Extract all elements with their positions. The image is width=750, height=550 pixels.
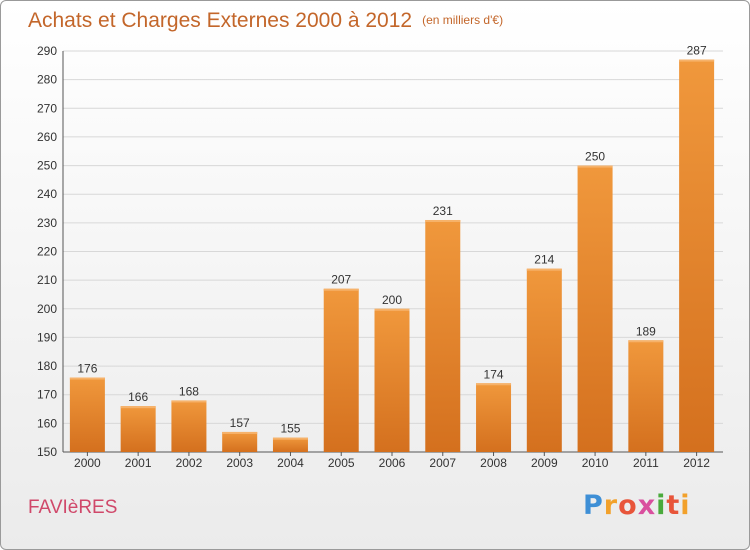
logo-letter: i	[656, 490, 667, 521]
logo-letter: r	[603, 490, 619, 521]
y-tick-label: 190	[37, 330, 57, 344]
bar-value-label: 207	[331, 273, 351, 287]
x-tick-label: 2001	[125, 456, 152, 470]
bar-value-label: 155	[280, 422, 300, 436]
y-tick-label: 230	[37, 216, 57, 230]
x-tick-label: 2006	[379, 456, 406, 470]
bar-top-highlight	[526, 268, 562, 271]
bar-value-label: 231	[433, 204, 453, 218]
bar-2005	[323, 288, 359, 452]
x-tick-label: 2003	[226, 456, 253, 470]
x-tick-label: 2010	[582, 456, 609, 470]
bar-2003	[222, 431, 258, 452]
bar-top-highlight	[374, 308, 410, 311]
chart-unit: (en milliers d'€)	[422, 13, 504, 27]
bar-value-label: 287	[687, 44, 707, 58]
y-tick-label: 150	[37, 445, 57, 459]
bar-2007	[425, 219, 461, 452]
bar-2000	[69, 377, 105, 452]
bar-value-label: 157	[230, 416, 250, 430]
bar-2002	[171, 400, 207, 452]
y-tick-label: 160	[37, 416, 57, 430]
bar-top-highlight	[425, 219, 461, 222]
logo-letter: P	[583, 490, 604, 521]
bar-value-label: 250	[585, 150, 605, 164]
logo-letter: o	[618, 490, 638, 521]
bar-top-highlight	[272, 437, 308, 440]
x-tick-label: 2011	[633, 456, 659, 470]
y-tick-label: 260	[37, 130, 57, 144]
bar-2001	[120, 406, 156, 452]
logo-letter: t	[666, 490, 681, 521]
x-tick-label: 2007	[429, 456, 456, 470]
bar-top-highlight	[476, 383, 512, 386]
y-tick-label: 240	[37, 187, 57, 201]
y-tick-label: 280	[37, 73, 57, 87]
logo-letter: i	[680, 490, 691, 521]
x-tick-label: 2000	[74, 456, 101, 470]
bar-value-label: 168	[179, 384, 199, 398]
bar-top-highlight	[577, 165, 613, 168]
x-tick-label: 2002	[176, 456, 203, 470]
y-tick-label: 220	[37, 245, 57, 259]
y-tick-label: 290	[37, 44, 57, 58]
bar-value-label: 200	[382, 293, 402, 307]
y-tick-label: 200	[37, 302, 57, 316]
y-tick-label: 180	[37, 359, 57, 373]
commune-name: FAVIèRES	[28, 497, 118, 518]
y-tick-label: 210	[37, 273, 57, 287]
x-tick-label: 2005	[328, 456, 355, 470]
bar-value-label: 176	[77, 362, 97, 376]
bar-top-highlight	[323, 288, 359, 291]
bar-2012	[679, 59, 715, 452]
bar-2011	[628, 340, 664, 452]
y-tick-label: 170	[37, 388, 57, 402]
bar-top-highlight	[120, 406, 156, 409]
bar-top-highlight	[628, 340, 664, 343]
bar-2009	[526, 268, 562, 452]
x-tick-label: 2012	[683, 456, 710, 470]
bar-top-highlight	[69, 377, 105, 380]
bar-2004	[272, 437, 308, 452]
bar-2006	[374, 308, 410, 452]
bars	[69, 59, 715, 453]
x-tick-label: 2009	[531, 456, 558, 470]
bar-top-highlight	[222, 431, 258, 434]
bar-top-highlight	[679, 59, 715, 62]
x-tick-label: 2008	[480, 456, 507, 470]
bar-top-highlight	[171, 400, 207, 403]
bar-value-label: 174	[484, 367, 504, 381]
bar-value-label: 214	[534, 253, 554, 267]
chart-title: Achats et Charges Externes 2000 à 2012 (e…	[28, 9, 503, 33]
bar-value-label: 189	[636, 324, 656, 338]
bar-2008	[476, 383, 512, 452]
bar-value-label: 166	[128, 390, 148, 404]
logo-letter: x	[637, 490, 657, 521]
chart-title-text: Achats et Charges Externes 2000 à 2012	[28, 9, 413, 32]
y-tick-label: 270	[37, 101, 57, 115]
labels: 150 160 170 180 190 200 210 220 230 240 250 260 270 2…	[37, 44, 710, 470]
gridlines	[63, 50, 723, 453]
bar-2010	[577, 165, 613, 453]
proxiti-logo[interactable]: Proxiti	[583, 490, 691, 521]
y-tick-label: 250	[37, 159, 57, 173]
x-tick-label: 2004	[277, 456, 304, 470]
